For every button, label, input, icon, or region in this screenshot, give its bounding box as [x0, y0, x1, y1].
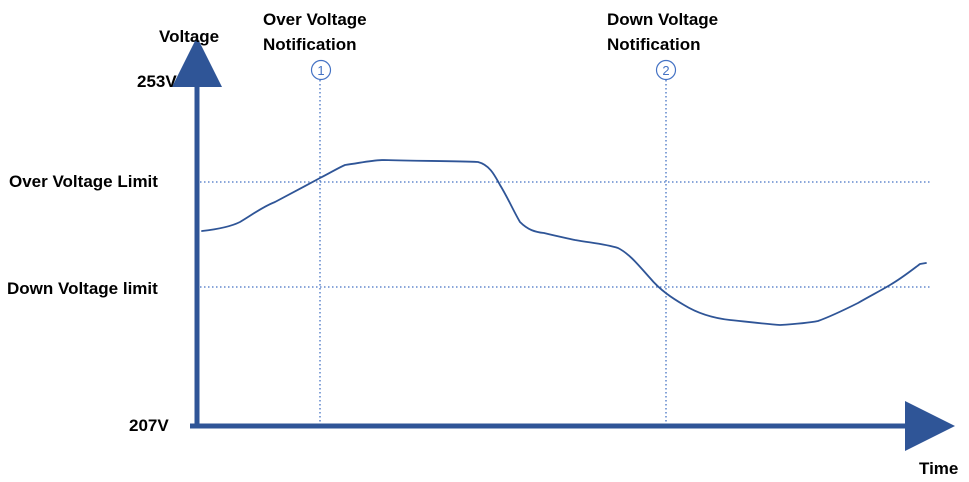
notification-marker-1-label: 1	[317, 63, 324, 78]
down-voltage-notification-subtitle: Notification	[607, 35, 701, 54]
voltage-curve	[201, 159, 927, 326]
x-axis-label: Time	[919, 459, 959, 478]
over-voltage-notification-subtitle: Notification	[263, 35, 357, 54]
y-axis-label: Voltage	[159, 27, 220, 46]
y-axis-bottom-tick: 207V	[129, 416, 169, 435]
over-voltage-limit-label: Over Voltage Limit	[9, 172, 158, 191]
notification-marker-1: 1	[310, 59, 332, 81]
notification-marker-2-label: 2	[662, 63, 669, 78]
y-axis-top-tick: 253V	[137, 72, 177, 91]
down-voltage-limit-label: Down Voltage limit	[7, 279, 158, 298]
over-voltage-notification-title: Over Voltage	[263, 10, 367, 29]
notification-marker-2: 2	[655, 59, 677, 81]
down-voltage-notification-title: Down Voltage	[607, 10, 719, 29]
